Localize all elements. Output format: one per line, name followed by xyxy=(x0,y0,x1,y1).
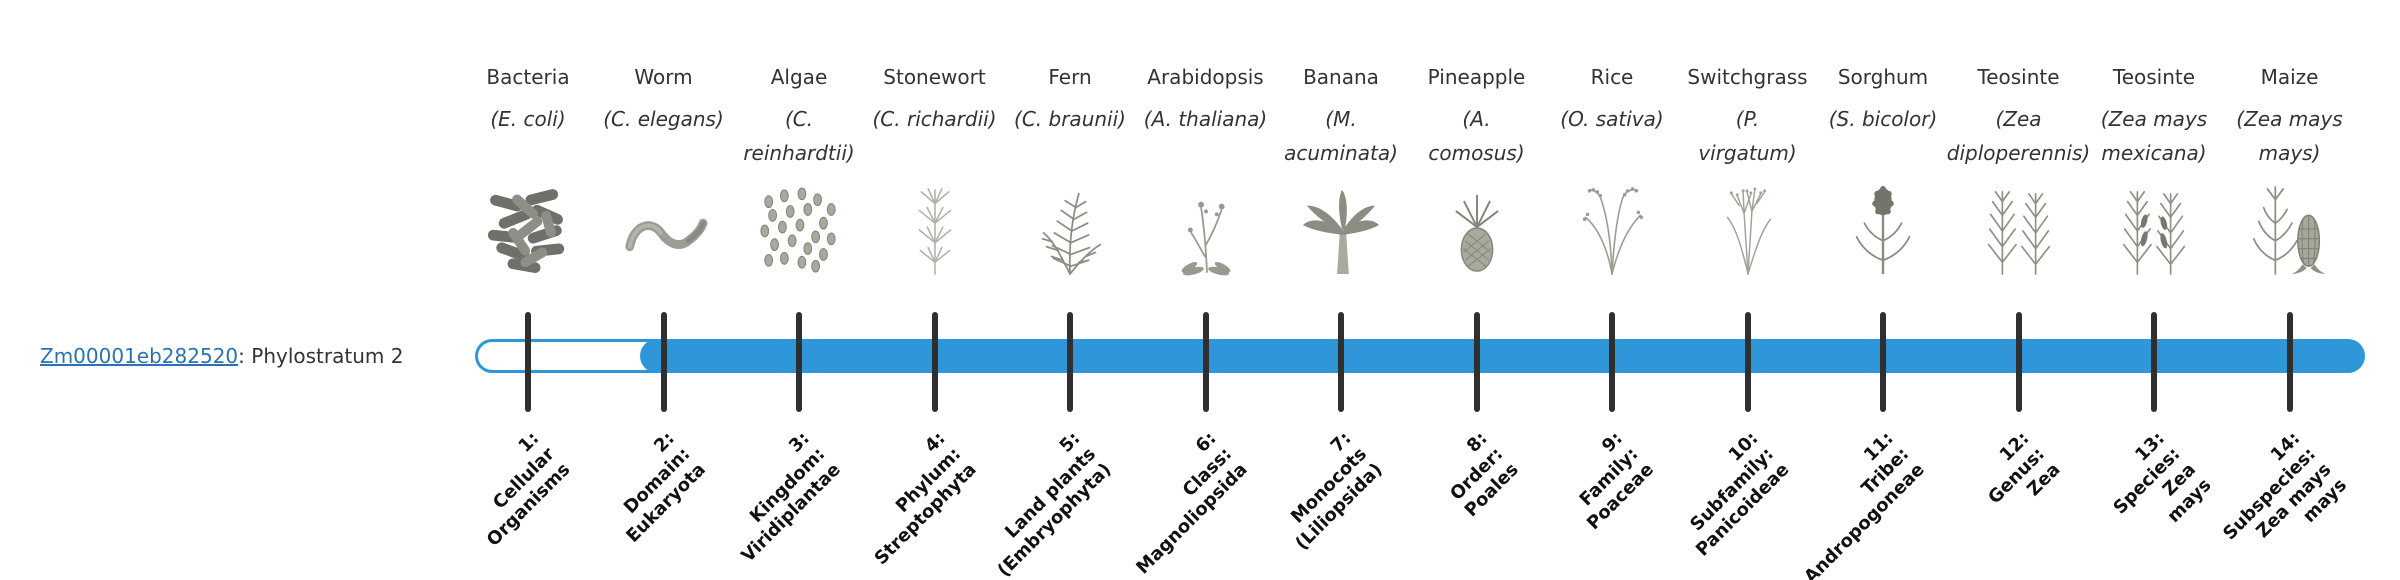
organism-sci: (A. comosus) xyxy=(1428,107,1525,165)
tick-mark xyxy=(2151,312,2157,412)
organism-column: Bacteria (E. coli) xyxy=(453,62,603,288)
organism-sci: (Zea diploperennis) xyxy=(1946,107,2091,165)
gene-label: Zm00001eb282520: Phylostratum 2 xyxy=(40,342,403,370)
stratum-label: 7: Monocots (Liliopsida) xyxy=(1287,428,1387,555)
organism-column: Teosinte (Zea diploperennis) xyxy=(1944,62,2094,288)
organism-name: Rice xyxy=(1590,65,1634,89)
organism-column: Switchgrass (P. virgatum) xyxy=(1673,62,1823,288)
organism-column: Maize (Zea mays mays) xyxy=(2215,62,2365,288)
organism-name: Banana xyxy=(1303,65,1379,89)
organism-name: Teosinte xyxy=(1977,65,2060,89)
stratum-label: 5: Land plants (Embryophyta) xyxy=(993,428,1116,580)
organism-sci: (O. sativa) xyxy=(1560,107,1664,131)
stratum-label: 3: Kingdom: Viridiplantae xyxy=(737,428,845,567)
stratum-label: 11: Tribe: Andropogoneae xyxy=(1800,428,1929,580)
organism-column: Sorghum (S. bicolor) xyxy=(1808,62,1958,288)
tick-mark xyxy=(1338,312,1344,412)
bar-filled-segment xyxy=(640,339,2365,373)
organism-sci: (C. reinhardtii) xyxy=(743,107,855,165)
sorghum-icon xyxy=(1808,172,1958,288)
tick-mark xyxy=(796,312,802,412)
organism-sci: (P. virgatum) xyxy=(1698,107,1797,165)
tick-mark xyxy=(1609,312,1615,412)
organism-sci: (C. braunii) xyxy=(1014,107,1126,131)
stratum-label: 2: Domain: Eukaryota xyxy=(619,428,710,547)
organism-name: Maize xyxy=(2260,65,2319,89)
organism-name: Arabidopsis xyxy=(1147,65,1264,89)
organism-column: Pineapple (A. comosus) xyxy=(1402,62,1552,288)
stratum-label: 14: Subspecies: Zea mays mays xyxy=(2219,428,2352,545)
organism-sci: (Zea mays mays) xyxy=(2236,107,2343,165)
stonewort-icon xyxy=(860,172,1010,288)
tick-mark xyxy=(1744,312,1751,412)
bacteria-icon xyxy=(453,172,603,288)
organism-column: Arabidopsis (A. thaliana) xyxy=(1131,62,1281,288)
stratum-label: 12: Genus: Zea xyxy=(1984,428,2065,509)
tick-mark xyxy=(931,312,938,412)
tick-mark xyxy=(1067,312,1073,412)
teosinte-icon xyxy=(1944,172,2094,288)
tick-mark xyxy=(1202,312,1209,412)
organism-column: Stonewort (C. richardii) xyxy=(860,62,1010,288)
fern-icon xyxy=(995,172,1145,288)
tick-mark xyxy=(2286,312,2293,412)
stratum-label: 9: Family: Poaceae xyxy=(1575,428,1658,535)
organism-name: Switchgrass xyxy=(1687,65,1808,89)
organism-column: Fern (C. braunii) xyxy=(995,62,1145,288)
organism-column: Banana (M. acuminata) xyxy=(1266,62,1416,288)
tick-mark xyxy=(1473,312,1480,412)
tick-mark xyxy=(660,312,667,412)
tick-mark xyxy=(1880,312,1886,412)
organism-sci: (E. coli) xyxy=(490,107,566,131)
banana-icon xyxy=(1266,172,1416,288)
organism-sci: (Zea mays mexicana) xyxy=(2100,107,2208,165)
stratum-label: 1: Cellular Organisms xyxy=(482,428,574,551)
organism-column: Rice (O. sativa) xyxy=(1537,62,1687,288)
algae-icon xyxy=(724,172,874,288)
stratum-label: 4: Phylum: Streptophyta xyxy=(870,428,981,570)
organism-column: Algae (C. reinhardtii) xyxy=(724,62,874,288)
organism-name: Worm xyxy=(634,65,693,89)
gene-suffix: : Phylostratum 2 xyxy=(238,344,404,368)
organism-name: Sorghum xyxy=(1837,65,1929,89)
organism-name: Bacteria xyxy=(486,65,570,89)
stratum-label: 6: Class: Magnoliopsida xyxy=(1132,428,1252,579)
organism-name: Fern xyxy=(1048,65,1092,89)
organism-sci: (M. acuminata) xyxy=(1284,107,1398,165)
pineapple-icon xyxy=(1402,172,1552,288)
tick-mark xyxy=(2015,312,2022,412)
tick-mark xyxy=(525,312,531,412)
organism-sci: (S. bicolor) xyxy=(1828,107,1938,131)
maize-icon xyxy=(2215,172,2365,288)
organism-name: Stonewort xyxy=(883,65,986,89)
teosinte-icon-2 xyxy=(2079,172,2229,288)
organism-sci: (C. elegans) xyxy=(603,107,724,131)
organism-sci: (A. thaliana) xyxy=(1143,107,1268,131)
worm-icon xyxy=(589,172,739,288)
organism-sci: (C. richardii) xyxy=(872,107,997,131)
arabidopsis-icon xyxy=(1131,172,1281,288)
rice-icon xyxy=(1537,172,1687,288)
organism-column: Worm (C. elegans) xyxy=(589,62,739,288)
organism-name: Pineapple xyxy=(1427,65,1526,89)
stratum-label: 8: Order: Poales xyxy=(1445,428,1523,522)
gene-link[interactable]: Zm00001eb282520 xyxy=(40,344,239,368)
organism-column: Teosinte (Zea mays mexicana) xyxy=(2079,62,2229,288)
stratum-label: 13: Species: Zea mays xyxy=(2109,428,2216,527)
organism-name: Algae xyxy=(770,65,828,89)
organism-name: Teosinte xyxy=(2112,65,2196,89)
switchgrass-icon xyxy=(1673,172,1823,288)
phylostratum-bar xyxy=(475,339,2365,373)
